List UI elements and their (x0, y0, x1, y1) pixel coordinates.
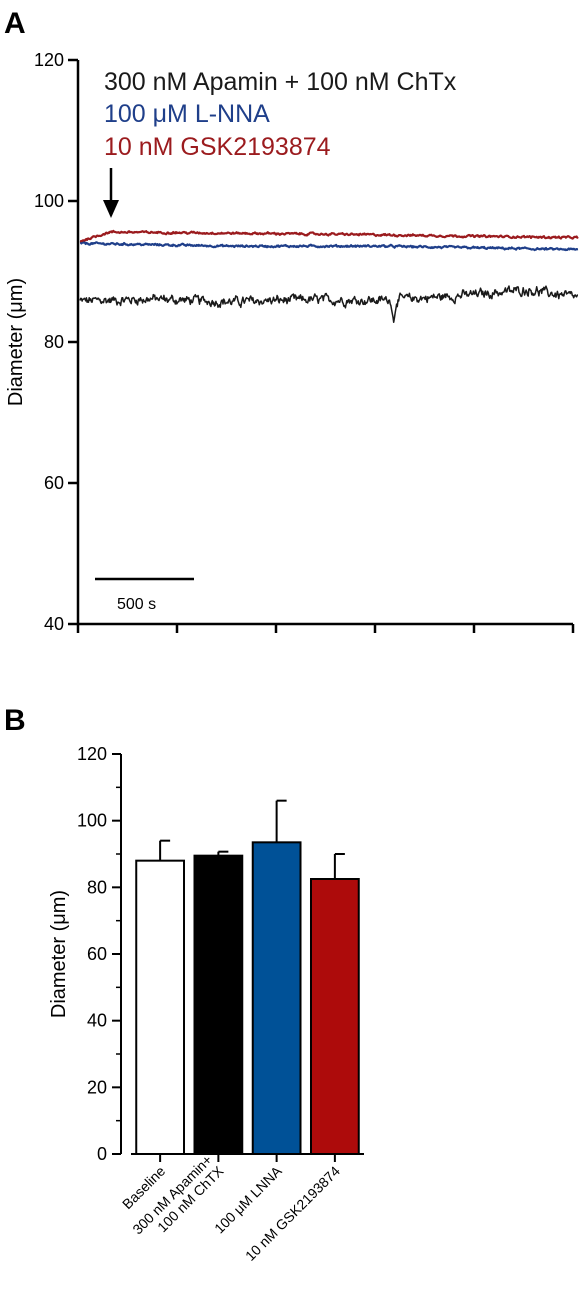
scale-bar-label: 500 s (117, 596, 156, 613)
bar-category-apamin-chtx: 300 nM Apamin+100 nM ChTX (129, 1151, 227, 1249)
bar-lnna (251, 841, 302, 1155)
bar-apamin-chtx (193, 854, 244, 1156)
panel-b-label: B (4, 704, 26, 737)
trace-lines (79, 229, 579, 324)
bar-y-tick-label: 100 (77, 811, 107, 831)
trace-y-tick-label: 120 (34, 50, 64, 70)
legend-apamin-chtx: 300 nM Apamin + 100 nM ChTx (104, 68, 457, 96)
panel-a-label: A (4, 7, 26, 40)
application-arrow (103, 168, 119, 218)
time-scale-bar: 500 s (95, 577, 194, 613)
bars (135, 799, 360, 1156)
trace-y-tick-label: 40 (44, 614, 64, 634)
bar-y-tick-label: 20 (87, 1077, 107, 1097)
legend-l-nna: 100 μM L-NNA (104, 100, 270, 128)
bar-gsk2193874 (309, 878, 360, 1155)
bar-y-tick-label: 40 (87, 1011, 107, 1031)
trace-y-tick-label: 60 (44, 473, 64, 493)
trace-gsk2193874 (79, 229, 579, 243)
trace-y-tick-label: 100 (34, 191, 64, 211)
bar-y-tick-label: 80 (87, 877, 107, 897)
trace-y-axis-title: Diameter (μm) (5, 278, 27, 406)
bar-y-tick-label: 0 (97, 1144, 107, 1164)
trace-legend: 300 nM Apamin + 100 nM ChTx 100 μM L-NNA… (104, 68, 457, 161)
bar-y-tick-label: 60 (87, 944, 107, 964)
trace-l-nna (79, 241, 579, 252)
diameter-trace-chart: 40 60 80 100 120 Diameter (μm) 300 nM Apamin… (5, 50, 579, 634)
trace-y-tick-label: 80 (44, 332, 64, 352)
bar-y-axis-title: Diameter (μm) (48, 890, 70, 1018)
legend-gsk2193874: 10 nM GSK2193874 (104, 133, 331, 161)
arrow-head (103, 200, 119, 218)
trace-apamin-chtx (79, 285, 579, 324)
bar-baseline (135, 859, 186, 1156)
trace-axes: 40 60 80 100 120 (34, 50, 575, 634)
bar-y-tick-label: 120 (77, 744, 107, 764)
